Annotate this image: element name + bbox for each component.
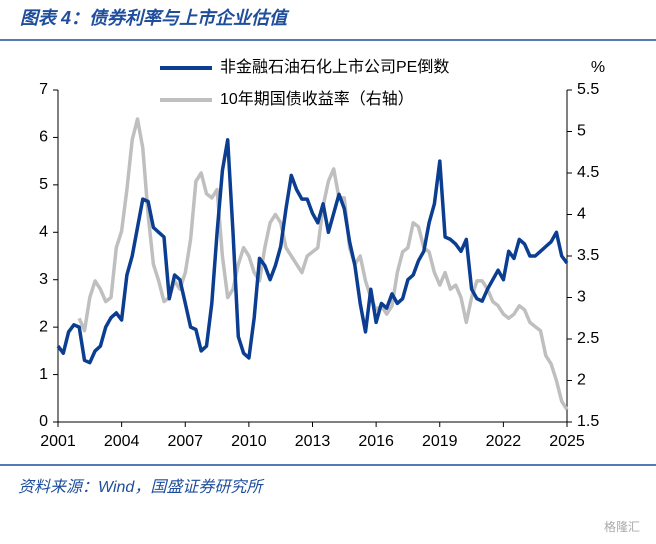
x-tick-label: 2022 <box>486 433 522 450</box>
source-note: 资料来源：Wind，国盛证券研究所 <box>18 478 265 496</box>
y2-tick-label: 2.5 <box>577 330 599 347</box>
y-tick-label: 1 <box>39 366 48 383</box>
y2-tick-label: 3 <box>577 289 586 306</box>
watermark: 格隆汇 <box>604 519 640 534</box>
y2-tick-label: 4 <box>577 206 586 223</box>
x-tick-label: 2016 <box>358 433 394 450</box>
y-tick-label: 0 <box>39 413 48 430</box>
x-tick-label: 2004 <box>104 433 140 450</box>
legend-label: 10年期国债收益率（右轴） <box>220 90 414 108</box>
y-tick-label: 2 <box>39 318 48 335</box>
y-tick-label: 6 <box>39 129 48 146</box>
y2-tick-label: 3.5 <box>577 247 599 264</box>
y2-tick-label: 5 <box>577 123 586 140</box>
y2-tick-label: 5.5 <box>577 81 599 98</box>
x-tick-label: 2025 <box>549 433 585 450</box>
y-tick-label: 4 <box>39 224 48 241</box>
x-tick-label: 2013 <box>295 433 331 450</box>
legend-label: 非金融石油石化上市公司PE倒数 <box>220 58 449 76</box>
y2-tick-label: 4.5 <box>577 164 599 181</box>
y2-axis-label: % <box>591 59 605 76</box>
y-tick-label: 5 <box>39 176 48 193</box>
chart-title: 图表 4：债券利率与上市企业估值 <box>20 8 290 28</box>
series-line <box>77 117 569 411</box>
y2-tick-label: 1.5 <box>577 413 599 430</box>
y-tick-label: 7 <box>39 81 48 98</box>
x-tick-label: 2019 <box>422 433 458 450</box>
series-line <box>56 138 569 365</box>
y2-tick-label: 2 <box>577 372 586 389</box>
x-tick-label: 2010 <box>231 433 267 450</box>
x-tick-label: 2007 <box>167 433 203 450</box>
y-tick-label: 3 <box>39 271 48 288</box>
x-tick-label: 2001 <box>40 433 76 450</box>
